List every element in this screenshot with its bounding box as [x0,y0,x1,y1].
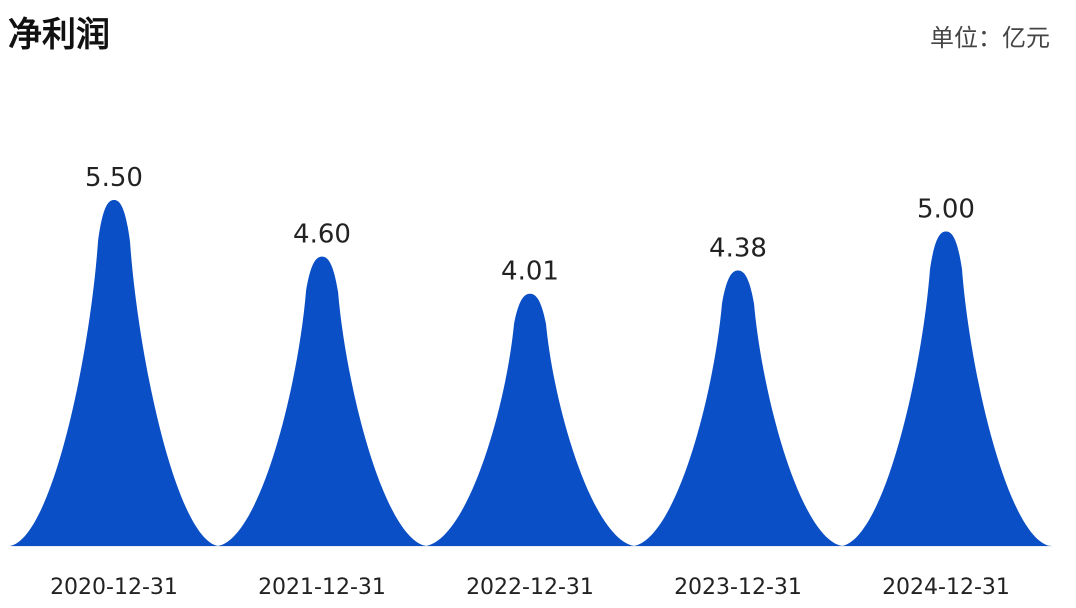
x-tick-label-2021-12-31: 2021-12-31 [258,575,386,600]
x-tick-label-2023-12-31: 2023-12-31 [674,575,802,600]
chart-title: 净利润 [8,15,110,55]
data-label-2024-12-31: 5.00 [917,194,975,224]
x-tick-label-2022-12-31: 2022-12-31 [466,575,594,600]
x-tick-label-2024-12-31: 2024-12-31 [882,575,1010,600]
bar-2020-12-31 [10,200,218,546]
data-label-2021-12-31: 4.60 [293,220,351,250]
unit-label: 单位：亿元 [930,24,1050,52]
data-label-2020-12-31: 5.50 [85,163,143,193]
data-label-2022-12-31: 4.01 [501,257,559,287]
bar-2024-12-31 [842,231,1050,547]
bar-2021-12-31 [218,256,426,546]
bar-2023-12-31 [634,270,842,546]
data-label-2023-12-31: 4.38 [709,233,767,263]
bar-2022-12-31 [426,293,634,546]
x-tick-label-2020-12-31: 2020-12-31 [50,575,178,600]
